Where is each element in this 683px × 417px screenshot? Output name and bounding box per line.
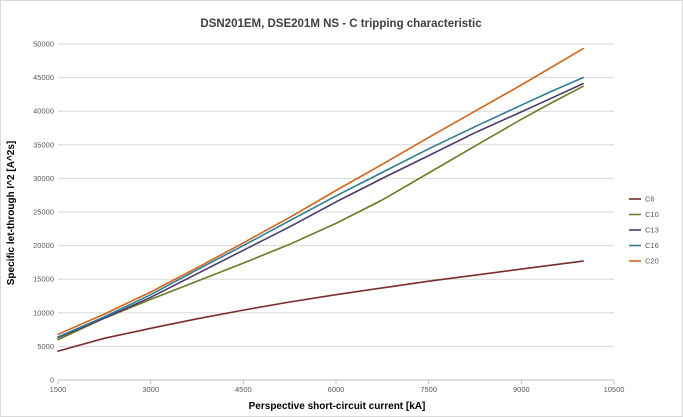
y-tick-label: 0 xyxy=(50,376,54,385)
series-line-c16 xyxy=(57,76,584,338)
legend-label-c6: C6 xyxy=(645,195,655,204)
y-axis-title: Specific let-through I^2 [A^2s] xyxy=(6,141,17,285)
x-axis-title: Perspective short-circuit current [kA] xyxy=(249,401,426,412)
x-tick-label: 3000 xyxy=(142,385,159,394)
x-tick-label: 9000 xyxy=(513,385,530,394)
plot-area xyxy=(57,47,584,352)
y-tick-label: 30000 xyxy=(33,174,54,183)
series-line-c6 xyxy=(57,260,584,352)
x-tick-label: 7500 xyxy=(420,385,437,394)
y-tick-label: 40000 xyxy=(33,107,54,116)
y-tick-label: 45000 xyxy=(33,73,54,82)
y-tick-label: 25000 xyxy=(33,208,54,217)
y-tick-label: 35000 xyxy=(33,140,54,149)
x-tick-label: 6000 xyxy=(328,385,345,394)
x-tick-label: 10500 xyxy=(604,385,625,394)
y-tick-label: 50000 xyxy=(33,40,54,49)
y-tick-label: 5000 xyxy=(37,342,54,351)
x-tick-label: 4500 xyxy=(235,385,252,394)
legend-label-c16: C16 xyxy=(645,241,659,250)
gridlines xyxy=(58,43,614,347)
legend: C6 C10 C13 C16 C20 xyxy=(629,195,659,266)
series-line-c10 xyxy=(57,85,584,341)
series-line-c20 xyxy=(57,47,584,336)
y-tick-label: 20000 xyxy=(33,241,54,250)
legend-label-c20: C20 xyxy=(645,257,659,266)
legend-label-c10: C10 xyxy=(645,210,659,219)
y-tick-label: 15000 xyxy=(33,275,54,284)
axes: 0 5000 10000 15000 20000 25000 30000 35000 40000… xyxy=(33,40,624,395)
legend-label-c13: C13 xyxy=(645,226,659,235)
chart-title: DSN201EM, DSE201M NS - C tripping charac… xyxy=(200,18,482,30)
y-tick-label: 10000 xyxy=(33,308,54,317)
x-tick-label: 1500 xyxy=(50,385,67,394)
series-line-c13 xyxy=(57,82,584,339)
